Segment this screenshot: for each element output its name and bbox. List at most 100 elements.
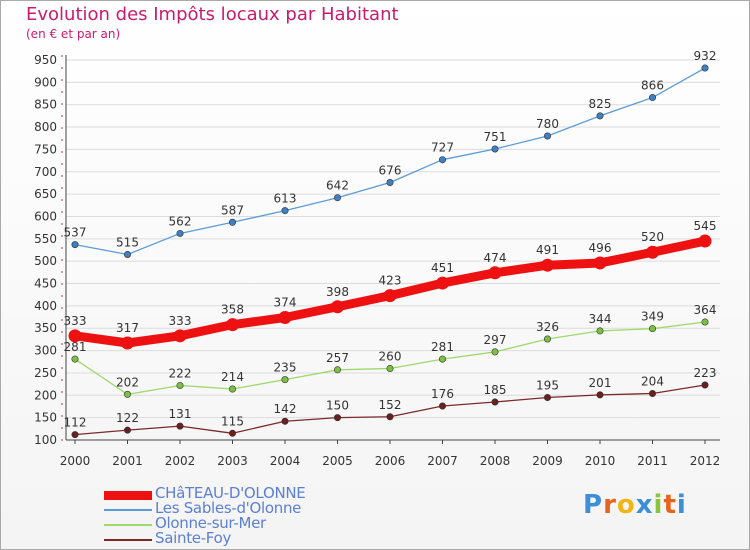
x-tick-label: 2011 — [637, 454, 668, 468]
data-label: 281 — [64, 340, 87, 354]
proxiti-logo: Proxiti — [583, 490, 687, 520]
data-point — [596, 327, 604, 335]
y-tick-label: 150 — [34, 411, 57, 425]
x-tick-label: 2008 — [480, 454, 511, 468]
data-point — [438, 355, 446, 363]
y-tick-label: 850 — [34, 98, 57, 112]
chart-subtitle: (en € et par an) — [26, 27, 121, 41]
data-label: 537 — [64, 226, 87, 240]
data-label: 676 — [379, 163, 402, 177]
data-label: 587 — [221, 203, 244, 217]
data-point — [229, 218, 237, 226]
data-point — [333, 414, 341, 422]
data-point — [541, 258, 554, 272]
y-tick-label: 600 — [34, 209, 57, 223]
data-label: 358 — [221, 303, 244, 317]
y-tick-label: 950 — [34, 53, 57, 67]
data-point — [173, 329, 187, 343]
data-label: 150 — [326, 399, 349, 413]
logo-letter: o — [616, 490, 636, 520]
chart-title: Evolution des Impôts locaux par Habitant — [26, 4, 399, 25]
data-point — [333, 194, 341, 202]
data-point — [491, 398, 499, 406]
legend-swatch — [104, 524, 152, 526]
data-label: 204 — [641, 375, 664, 389]
data-label: 374 — [274, 296, 297, 310]
data-point — [229, 429, 237, 437]
data-label: 142 — [274, 402, 297, 416]
data-label: 260 — [379, 349, 402, 363]
logo-letter: i — [676, 490, 687, 520]
legend-swatch — [104, 490, 152, 500]
data-point — [698, 234, 712, 248]
x-tick-label: 2009 — [532, 454, 563, 468]
data-point — [543, 132, 551, 140]
data-label: 496 — [589, 241, 612, 255]
data-point — [71, 355, 79, 363]
data-point — [226, 318, 239, 332]
data-point — [491, 348, 499, 356]
legend-label: Sainte-Foy — [155, 529, 232, 547]
y-tick-label: 500 — [34, 254, 57, 268]
y-tick-label: 650 — [34, 187, 57, 201]
data-point — [438, 156, 446, 164]
data-label: 780 — [536, 117, 559, 131]
legend-swatch — [104, 539, 152, 541]
data-point — [386, 413, 394, 421]
data-point — [596, 391, 604, 399]
data-point — [438, 402, 446, 410]
legend-label: Olonne-sur-Mer — [155, 514, 266, 532]
data-point — [701, 381, 709, 389]
data-label: 235 — [274, 361, 297, 375]
legend-swatch — [104, 509, 152, 511]
data-point — [176, 381, 184, 389]
data-label: 297 — [484, 333, 507, 347]
y-tick-label: 800 — [34, 120, 57, 134]
data-point — [68, 329, 82, 343]
data-point — [488, 266, 502, 280]
data-label: 214 — [221, 370, 244, 384]
x-tick-label: 2004 — [270, 454, 301, 468]
data-label: 281 — [431, 340, 454, 354]
data-point — [176, 422, 184, 430]
data-label: 364 — [694, 303, 717, 317]
data-point — [543, 335, 551, 343]
data-label: 451 — [431, 261, 454, 275]
data-label: 195 — [536, 379, 559, 393]
x-tick-label: 2002 — [165, 454, 196, 468]
data-point — [71, 241, 79, 249]
logo-letter: P — [583, 490, 604, 520]
data-point — [121, 336, 134, 350]
data-label: 751 — [484, 130, 507, 144]
data-label: 515 — [116, 235, 139, 249]
data-point — [229, 385, 237, 393]
data-label: 545 — [694, 219, 717, 233]
data-label: 344 — [589, 312, 612, 326]
data-label: 152 — [379, 398, 402, 412]
data-point — [436, 276, 449, 290]
data-label: 223 — [694, 366, 717, 380]
data-label: 202 — [116, 375, 139, 389]
data-point — [648, 94, 656, 102]
data-label: 115 — [221, 414, 244, 428]
data-label: 613 — [274, 192, 297, 206]
data-label: 349 — [641, 310, 664, 324]
data-label: 176 — [431, 387, 454, 401]
data-label: 520 — [641, 230, 664, 244]
data-point — [71, 431, 79, 439]
data-label: 423 — [379, 274, 402, 288]
data-point — [701, 318, 709, 326]
data-point — [386, 364, 394, 372]
y-tick-label: 350 — [34, 321, 57, 335]
y-tick-label: 900 — [34, 75, 57, 89]
data-label: 201 — [589, 376, 612, 390]
data-label: 222 — [169, 366, 192, 380]
data-point — [646, 245, 659, 259]
data-label: 866 — [641, 79, 664, 93]
legend-label: Les Sables-d'Olonne — [155, 499, 302, 517]
data-point — [281, 417, 289, 425]
data-point — [596, 112, 604, 120]
x-tick-label: 2006 — [375, 454, 406, 468]
